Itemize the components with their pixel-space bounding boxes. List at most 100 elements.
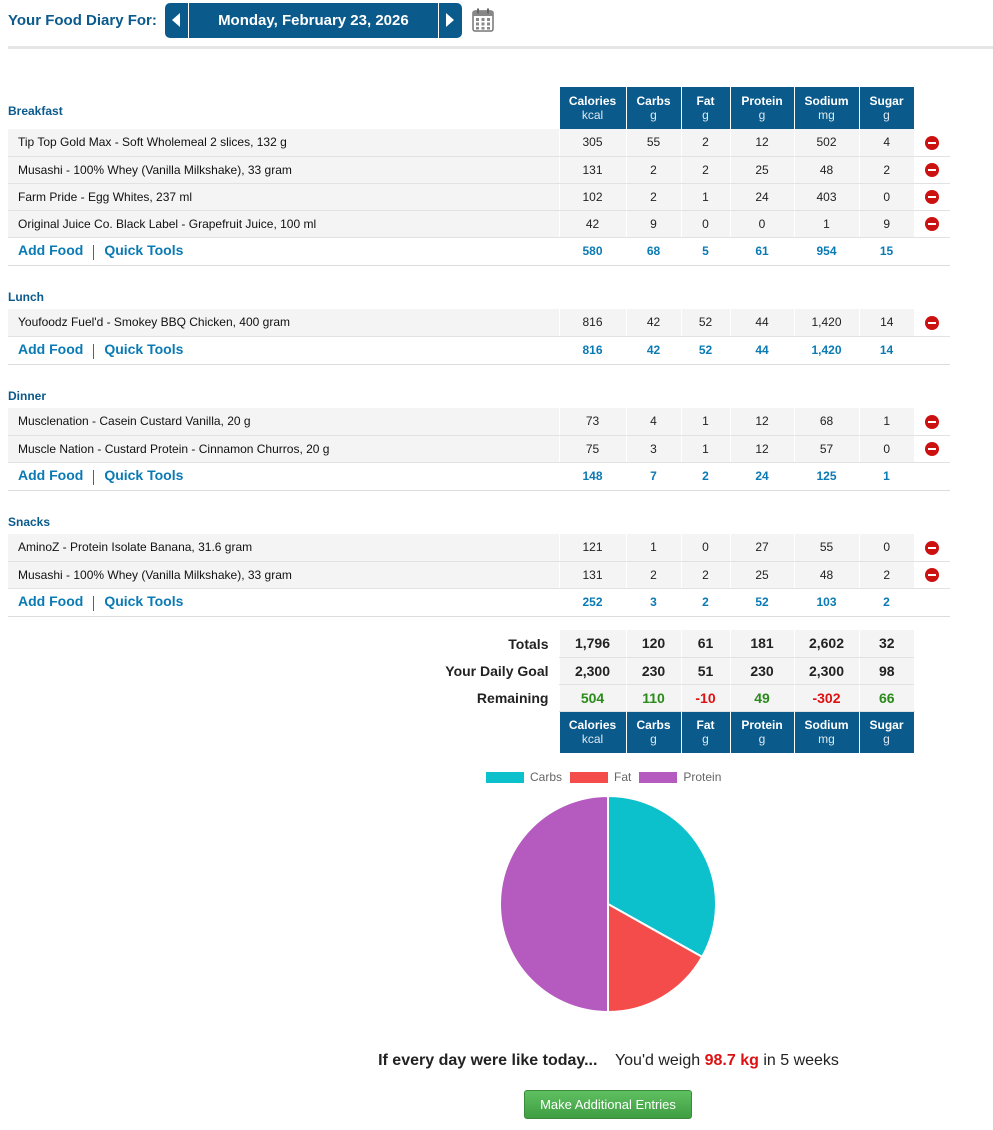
column-header-calories: Calories kcal — [558, 711, 627, 753]
food-sodium: 403 — [793, 183, 859, 211]
delete-entry-icon[interactable] — [925, 414, 939, 429]
summary-totals-sodium: 2,602 — [793, 630, 859, 658]
summary-remaining-carbs: 110 — [625, 684, 681, 712]
column-name: Carbs — [636, 94, 671, 108]
meal-total-carbs: 42 — [626, 336, 681, 365]
summary-goal-sugar: 98 — [858, 657, 914, 685]
delete-cell — [914, 408, 950, 436]
column-header-fat: Fat g — [680, 711, 731, 753]
quick-tools-link[interactable]: Quick Tools — [104, 593, 184, 610]
summary-totals-carbs: 120 — [625, 630, 681, 658]
food-sodium: 48 — [793, 156, 859, 184]
food-entry-name[interactable]: Musashi - 100% Whey (Vanilla Milkshake),… — [8, 156, 559, 184]
spacer-cell — [8, 364, 950, 378]
meal-total-calories: 580 — [559, 237, 626, 266]
summary-goal-carbs: 230 — [625, 657, 681, 685]
pie-slice-carbs — [607, 794, 717, 959]
food-protein: 25 — [729, 561, 794, 589]
food-entry-name[interactable]: Tip Top Gold Max - Soft Wholemeal 2 slic… — [8, 129, 559, 157]
delete-entry-icon[interactable] — [925, 567, 939, 582]
projection-intro: If every day were like today... — [378, 1052, 598, 1069]
food-entry-name[interactable]: Youfoodz Fuel'd - Smokey BBQ Chicken, 40… — [8, 309, 559, 337]
summary-remaining-sugar: 66 — [858, 684, 914, 712]
summary-row-totals: Totals 1,796 120 61 181 2,602 32 — [8, 630, 950, 658]
previous-day-button[interactable] — [164, 2, 188, 38]
legend-swatch — [639, 771, 678, 783]
current-date: Monday, February 23, 2026 — [187, 2, 439, 38]
quick-tools-link[interactable]: Quick Tools — [104, 467, 184, 484]
food-entry-name[interactable]: Farm Pride - Egg Whites, 237 ml — [8, 183, 559, 211]
food-entry-name[interactable]: AminoZ - Protein Isolate Banana, 31.6 gr… — [8, 534, 559, 562]
meal-total-calories: 252 — [559, 588, 626, 617]
food-carbs: 55 — [625, 129, 681, 157]
legend-label: Carbs — [530, 770, 563, 784]
delete-entry-icon[interactable] — [925, 441, 939, 456]
add-food-link[interactable]: Add Food — [18, 341, 84, 358]
food-entry-row: Muscle Nation - Custard Protein - Cinnam… — [8, 435, 950, 463]
delete-cell — [914, 561, 950, 589]
food-sodium: 502 — [793, 129, 859, 157]
food-diary-table: Breakfast Calories kcal Carbs g Fat g Protein g S… — [8, 87, 950, 753]
add-food-link[interactable]: Add Food — [18, 242, 84, 259]
food-sodium: 48 — [793, 561, 859, 589]
food-entry-name[interactable]: Musashi - 100% Whey (Vanilla Milkshake),… — [8, 561, 559, 589]
column-header-carbs: Carbs g — [625, 711, 682, 753]
calendar-icon[interactable] — [472, 8, 494, 32]
delete-entry-icon[interactable] — [925, 189, 939, 204]
meal-total-carbs: 3 — [626, 588, 681, 617]
spacer-cell — [914, 588, 950, 617]
column-header-protein: Protein g — [729, 711, 795, 753]
action-separator — [93, 244, 95, 260]
food-protein: 12 — [729, 435, 794, 463]
meal-header-lunch: Lunch — [8, 279, 950, 309]
food-carbs: 2 — [625, 183, 681, 211]
delete-entry-icon[interactable] — [925, 135, 939, 150]
date-navigator: Monday, February 23, 2026 — [164, 2, 462, 38]
legend-swatch — [486, 771, 524, 783]
food-calories: 121 — [558, 534, 626, 562]
food-carbs: 2 — [625, 156, 681, 184]
meal-totals-row-lunch: Add Food Quick Tools 816 42 52 44 1,420 14 — [8, 336, 950, 365]
column-header-sodium: Sodium mg — [793, 711, 860, 753]
food-protein: 12 — [729, 129, 794, 157]
delete-cell — [914, 183, 950, 211]
food-calories: 305 — [558, 129, 626, 157]
next-day-button[interactable] — [438, 2, 462, 38]
column-name: Carbs — [636, 718, 671, 733]
macro-pie-chart — [499, 794, 717, 1014]
food-entry-name[interactable]: Original Juice Co. Black Label - Grapefr… — [8, 210, 559, 238]
food-entry-row: Youfoodz Fuel'd - Smokey BBQ Chicken, 40… — [8, 309, 950, 337]
projection-prefix: You'd weigh — [614, 1052, 701, 1069]
column-unit: kcal — [581, 732, 604, 747]
delete-cell — [914, 309, 950, 337]
delete-entry-icon[interactable] — [925, 315, 939, 330]
column-unit: g — [702, 732, 709, 747]
column-unit: g — [650, 108, 657, 122]
food-entry-name[interactable]: Muscle Nation - Custard Protein - Cinnam… — [8, 435, 559, 463]
summary-label-totals: Totals — [508, 635, 549, 652]
quick-tools-link[interactable]: Quick Tools — [104, 341, 184, 358]
food-entry-name[interactable]: Musclenation - Casein Custard Vanilla, 2… — [8, 408, 559, 436]
add-food-link[interactable]: Add Food — [18, 593, 84, 610]
add-food-link[interactable]: Add Food — [18, 467, 84, 484]
meal-total-fat: 2 — [681, 462, 730, 491]
summary-totals-fat: 61 — [680, 630, 730, 658]
spacer-cell — [914, 336, 950, 365]
delete-entry-icon[interactable] — [925, 162, 939, 177]
delete-entry-icon[interactable] — [925, 216, 939, 231]
make-additional-entries-button[interactable]: Make Additional Entries — [524, 1090, 692, 1119]
food-sugar: 14 — [858, 309, 914, 337]
food-calories: 816 — [558, 309, 626, 337]
meal-header-dinner: Dinner — [8, 378, 950, 408]
legend-item-carbs: Carbs — [486, 770, 562, 784]
spacer-cell — [914, 684, 950, 711]
summary-remaining-calories: 504 — [558, 684, 626, 712]
food-sodium: 57 — [793, 435, 859, 463]
delete-entry-icon[interactable] — [925, 540, 939, 555]
food-entry-row: Musclenation - Casein Custard Vanilla, 2… — [8, 408, 950, 436]
meal-total-sugar: 2 — [859, 588, 914, 617]
food-sugar: 2 — [858, 156, 914, 184]
quick-tools-link[interactable]: Quick Tools — [104, 242, 184, 259]
meal-total-calories: 148 — [559, 462, 626, 491]
spacer-cell — [914, 237, 950, 266]
